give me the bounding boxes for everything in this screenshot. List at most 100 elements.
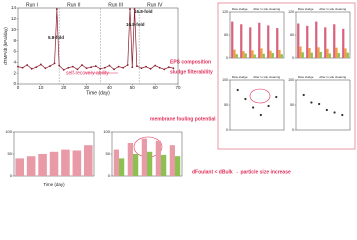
data-line bbox=[17, 9, 174, 71]
data-point bbox=[145, 65, 147, 68]
data-point bbox=[26, 64, 29, 66]
data-point bbox=[135, 65, 138, 67]
bar bbox=[147, 151, 153, 176]
data-point bbox=[55, 8, 58, 10]
bar bbox=[342, 28, 345, 58]
y-tick-label: 0 bbox=[13, 81, 16, 86]
data-point bbox=[259, 113, 262, 117]
y-tick-label: 60 bbox=[224, 33, 228, 37]
x-tick-label: 60 bbox=[153, 85, 159, 90]
data-point bbox=[90, 66, 93, 69]
annotation: self-recovery ability bbox=[66, 70, 109, 76]
data-point bbox=[113, 68, 115, 71]
bar bbox=[61, 149, 70, 176]
bar bbox=[315, 21, 318, 58]
y-tick-label: 12 bbox=[11, 16, 17, 21]
data-point bbox=[149, 67, 152, 70]
data-point bbox=[58, 64, 61, 67]
bar bbox=[262, 53, 265, 58]
y-tick-label: 0 bbox=[226, 56, 228, 60]
x-tick-label: 30 bbox=[84, 85, 90, 90]
bar bbox=[317, 47, 320, 58]
y-tick-label: 50 bbox=[290, 103, 294, 107]
panel-frame bbox=[217, 2, 356, 150]
bar bbox=[299, 46, 302, 58]
bar bbox=[38, 154, 47, 176]
bar bbox=[297, 23, 300, 58]
data-point bbox=[131, 66, 134, 69]
annotation: 5.8-fold bbox=[48, 35, 64, 40]
bar bbox=[127, 143, 133, 176]
data-point bbox=[236, 88, 239, 92]
bar bbox=[141, 138, 147, 176]
bar bbox=[271, 53, 274, 58]
run-label: Run II bbox=[67, 2, 80, 8]
plot-frame bbox=[17, 7, 179, 85]
annotation: 16.8-fold bbox=[126, 22, 145, 27]
y-tick-label: 120 bbox=[288, 10, 294, 14]
data-point bbox=[275, 95, 278, 99]
group-label: Raw sludge bbox=[232, 7, 248, 11]
annotation: sludge filterability bbox=[170, 69, 213, 75]
bar bbox=[169, 145, 175, 176]
data-point bbox=[108, 64, 111, 67]
run-label: Run III bbox=[108, 2, 123, 8]
y-tick-label: 14 bbox=[11, 5, 17, 10]
y-tick-label: 100 bbox=[5, 129, 12, 134]
data-point bbox=[62, 68, 65, 71]
x-tick-label: 70 bbox=[175, 85, 181, 90]
data-point bbox=[140, 67, 143, 70]
data-point bbox=[310, 101, 313, 104]
annotation: dFoulant < dBulk → particle size increas… bbox=[192, 169, 291, 175]
bar bbox=[308, 48, 311, 58]
group-label: After in situ cleaning bbox=[319, 7, 346, 11]
bar bbox=[72, 150, 82, 176]
bar bbox=[249, 27, 252, 58]
bar bbox=[337, 53, 340, 58]
bar bbox=[260, 48, 263, 58]
data-point bbox=[341, 113, 344, 117]
y-tick-label: 2 bbox=[13, 70, 16, 75]
data-point bbox=[172, 67, 175, 70]
x-tick-label: 10 bbox=[38, 85, 44, 90]
plot-frame bbox=[295, 79, 351, 131]
y-tick-label: 50 bbox=[8, 151, 13, 156]
group-label: Raw sludge bbox=[232, 75, 248, 79]
bar bbox=[328, 53, 331, 58]
bar bbox=[324, 27, 327, 58]
group-label: After in situ cleaning bbox=[253, 7, 280, 11]
data-point bbox=[129, 8, 131, 10]
y-tick-label: 10 bbox=[11, 27, 17, 32]
bar bbox=[346, 52, 349, 58]
y-tick-label: 120 bbox=[222, 10, 228, 14]
data-point bbox=[103, 66, 106, 69]
y-tick-label: 0 bbox=[226, 128, 228, 132]
x-tick-label: 40 bbox=[107, 85, 113, 90]
bar bbox=[244, 53, 247, 58]
data-point bbox=[49, 65, 51, 67]
bar bbox=[240, 24, 243, 58]
plot-frame bbox=[229, 11, 285, 59]
data-point bbox=[35, 66, 38, 69]
bar bbox=[258, 22, 261, 58]
data-point bbox=[85, 67, 88, 70]
bar bbox=[319, 51, 322, 58]
group-label: Raw sludge bbox=[298, 75, 314, 79]
annotation: 16.8-fold bbox=[134, 9, 153, 14]
plot-frame bbox=[295, 11, 351, 59]
bar bbox=[276, 28, 279, 58]
bar bbox=[280, 54, 283, 58]
data-point bbox=[167, 66, 170, 69]
x-axis-label: Time (day) bbox=[86, 90, 110, 96]
bar bbox=[119, 158, 125, 176]
data-point bbox=[21, 66, 24, 69]
data-point bbox=[53, 62, 56, 65]
y-tick-label: 0 bbox=[292, 56, 294, 60]
data-point bbox=[154, 64, 157, 67]
bar bbox=[231, 21, 234, 58]
group-label: After in situ cleaning bbox=[319, 75, 346, 79]
figure: self-recovery ability EPS composition sl… bbox=[3, 2, 356, 187]
bar bbox=[161, 154, 167, 176]
data-point bbox=[244, 97, 247, 101]
bar bbox=[26, 156, 36, 176]
